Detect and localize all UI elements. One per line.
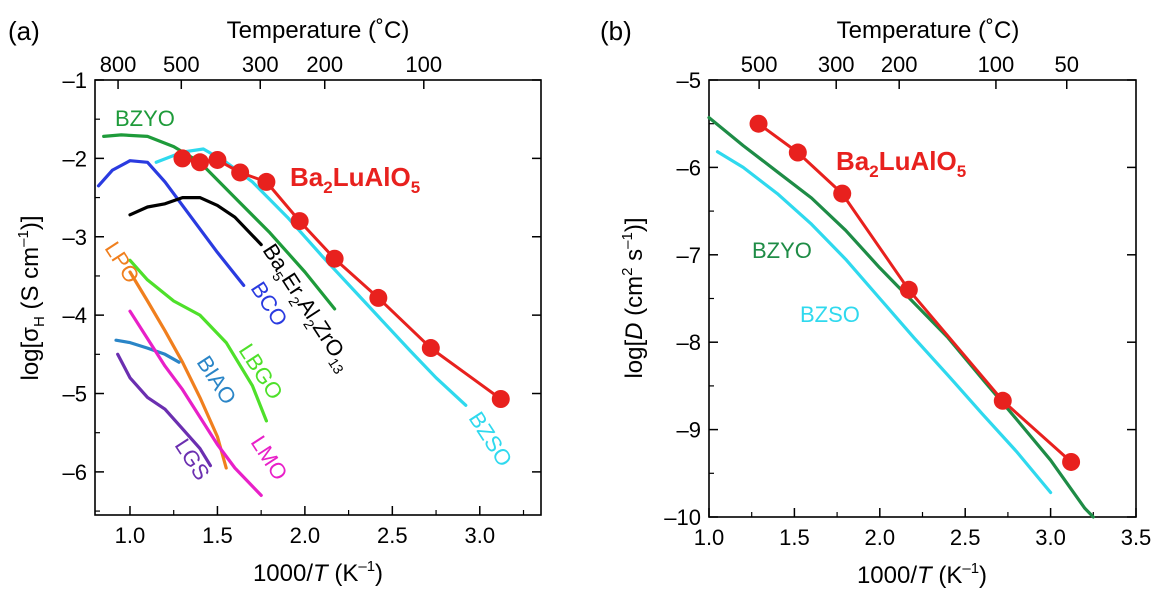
top-tick-label: 500 <box>741 52 778 77</box>
series-line-lgs <box>116 352 212 468</box>
data-point-ba2lualo5 <box>899 280 918 299</box>
data-point-ba2lualo5 <box>231 163 250 182</box>
label-bzso-b: BZSO <box>800 302 860 327</box>
panel-a-y-ticks: –1 –2 –3 –4 –5 –6 <box>63 68 541 512</box>
label-lgs: LGS <box>170 434 215 485</box>
x-tick-label: 1.5 <box>779 525 810 550</box>
panel-b-label: (b) <box>600 16 632 46</box>
series-line-bzso <box>154 147 468 407</box>
panel-b-y-axis-title: log[D (cm2 s–1)] <box>619 217 648 378</box>
label-bzyo-a: BZYO <box>115 106 175 131</box>
top-tick-label: 100 <box>405 52 442 77</box>
y-tick-label: –4 <box>63 303 87 328</box>
x-tick-label: 3.5 <box>1121 525 1152 550</box>
series-line-ba5er2al2zro13 <box>128 196 263 247</box>
top-tick-label: 800 <box>100 52 137 77</box>
top-tick-label: 300 <box>818 52 855 77</box>
panel-b-y-ticks: –5 –6 –7 –8 –9 –10 <box>664 68 1136 530</box>
x-tick-label: 2.5 <box>377 523 408 548</box>
y-tick-label: –8 <box>677 330 701 355</box>
y-tick-label: –6 <box>677 155 701 180</box>
label-ba2lualo5-b: Ba2LuAlO5 <box>836 146 966 181</box>
top-tick-label: 200 <box>881 52 918 77</box>
label-biao: BIAO <box>192 351 242 409</box>
y-tick-label: –7 <box>677 243 701 268</box>
data-point-ba2lualo5 <box>257 172 276 191</box>
label-bzyo-b: BZYO <box>752 238 812 263</box>
x-tick-label: 3.0 <box>1035 525 1066 550</box>
panel-a: (a) Temperature (˚C) 1.0 1.5 2.0 2.5 3.0 –1–… <box>8 16 542 587</box>
label-bzso-a: BZSO <box>464 407 518 471</box>
panel-b-series <box>707 114 1095 519</box>
data-point-ba2lualo5 <box>749 114 768 133</box>
panel-a-top-ticks: 800 500 300 200 100 <box>100 52 442 89</box>
panel-a-plot-frame <box>94 79 542 516</box>
data-point-ba2lualo5 <box>788 143 807 162</box>
panel-a-series <box>96 133 510 497</box>
x-tick-label: 1.0 <box>694 525 725 550</box>
x-tick-label: 2.0 <box>290 523 321 548</box>
y-tick-label: –10 <box>664 505 701 530</box>
panel-a-x-ticks: 1.0 1.5 2.0 2.5 3.0 <box>115 506 525 548</box>
data-point-ba2lualo5 <box>369 288 388 307</box>
panel-a-x-axis-title: 1000/T (K–1) <box>253 558 383 587</box>
y-tick-label: –9 <box>677 418 701 443</box>
panel-b: (b) Temperature (˚C) 1.0 1.5 2.0 2.5 3.0 3.5 … <box>600 16 1151 589</box>
label-ba2lualo5-a: Ba2LuAlO5 <box>290 162 420 197</box>
data-point-ba2lualo5 <box>421 339 440 358</box>
top-tick-label: 50 <box>1055 52 1079 77</box>
panel-b-top-ticks: 500 300 200 100 50 <box>741 52 1079 89</box>
y-tick-label: –2 <box>63 146 87 171</box>
y-tick-label: –5 <box>677 68 701 93</box>
panel-b-top-axis-title: Temperature (˚C) <box>837 17 1020 44</box>
panel-b-x-axis-title: 1000/T (K–1) <box>857 560 987 589</box>
panel-b-x-ticks: 1.0 1.5 2.0 2.5 3.0 3.5 <box>694 508 1152 550</box>
y-tick-label: –3 <box>63 225 87 250</box>
series-line-lpo <box>128 270 228 470</box>
series-line-lbgo <box>128 258 268 423</box>
label-lpo: LPO <box>100 237 145 288</box>
data-point-ba2lualo5 <box>993 391 1012 410</box>
x-tick-label: 1.5 <box>202 523 233 548</box>
top-tick-label: 100 <box>978 52 1015 77</box>
panel-a-top-axis-title: Temperature (˚C) <box>227 17 410 44</box>
data-point-ba2lualo5 <box>208 150 227 169</box>
data-point-ba2lualo5 <box>1062 452 1081 471</box>
data-point-ba2lualo5 <box>325 249 344 268</box>
top-tick-label: 300 <box>242 52 279 77</box>
x-tick-label: 1.0 <box>115 523 146 548</box>
panel-a-label: (a) <box>8 16 40 46</box>
y-tick-label: –5 <box>63 382 87 407</box>
panel-a-y-axis-title: log[σH (S cm–1)] <box>15 215 48 380</box>
data-point-ba2lualo5 <box>190 153 209 172</box>
x-tick-label: 3.0 <box>464 523 495 548</box>
top-tick-label: 200 <box>306 52 343 77</box>
series-line-bzso <box>715 150 1053 495</box>
series-line-bzyo <box>707 115 1095 519</box>
data-point-ba2lualo5 <box>491 390 510 408</box>
series-line-lmo <box>128 309 263 497</box>
data-point-ba2lualo5 <box>173 149 192 168</box>
x-tick-label: 2.0 <box>865 525 896 550</box>
y-tick-label: –1 <box>63 68 87 93</box>
label-lmo: LMO <box>246 431 293 485</box>
data-point-ba2lualo5 <box>833 184 852 203</box>
series-line-bco <box>96 159 246 287</box>
x-tick-label: 2.5 <box>950 525 981 550</box>
y-tick-label: –6 <box>63 460 87 485</box>
series-line-biao <box>114 338 181 364</box>
data-point-ba2lualo5 <box>290 212 309 231</box>
top-tick-label: 500 <box>163 52 200 77</box>
